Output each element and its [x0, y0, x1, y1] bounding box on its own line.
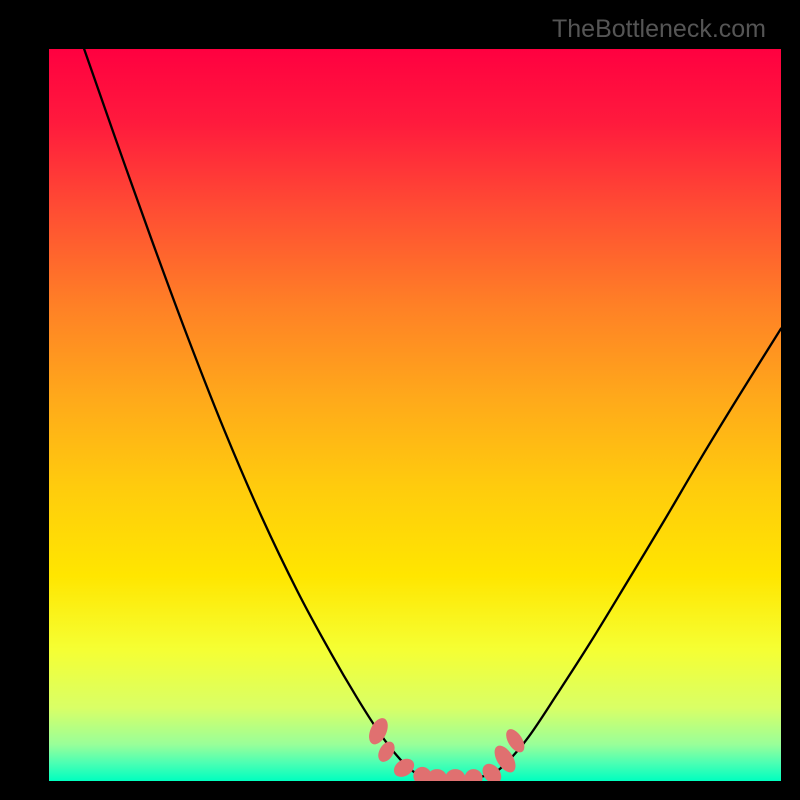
plot-area	[49, 49, 781, 781]
chart-frame: TheBottleneck.com	[15, 15, 785, 785]
watermark-text: TheBottleneck.com	[552, 15, 766, 44]
bottleneck-curve-svg	[49, 49, 781, 781]
gradient-background	[49, 49, 781, 781]
